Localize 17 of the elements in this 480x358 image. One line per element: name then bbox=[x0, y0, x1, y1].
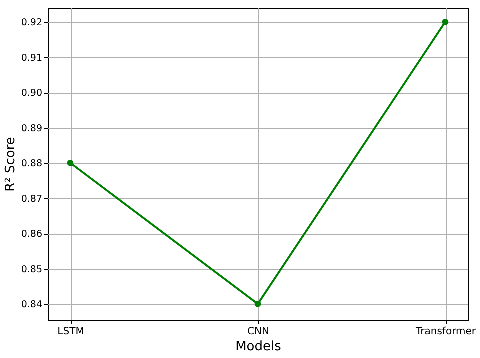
point bbox=[67, 160, 74, 166]
y-tick-label: 0.86 bbox=[21, 229, 42, 240]
x-tick-label: Transformer bbox=[414, 326, 477, 338]
y-axis-title: R² Score bbox=[3, 137, 18, 192]
y-tick-label: 0.91 bbox=[21, 52, 42, 64]
y-tick-label: 0.89 bbox=[21, 123, 42, 134]
x-tick-label: CNN bbox=[248, 326, 270, 338]
point bbox=[254, 300, 262, 308]
y-tick-label: 0.90 bbox=[21, 88, 42, 100]
x-tick-label: LSTM bbox=[58, 326, 84, 338]
y-tick-label: 0.85 bbox=[21, 264, 42, 276]
y-tick-label: 0.88 bbox=[21, 158, 42, 170]
y-tick-label: 0.84 bbox=[21, 300, 42, 311]
y-tick-label: 0.87 bbox=[21, 194, 42, 205]
y-tick-label: 0.92 bbox=[21, 18, 42, 29]
x-axis-title: Models bbox=[236, 340, 282, 354]
point bbox=[442, 18, 449, 26]
